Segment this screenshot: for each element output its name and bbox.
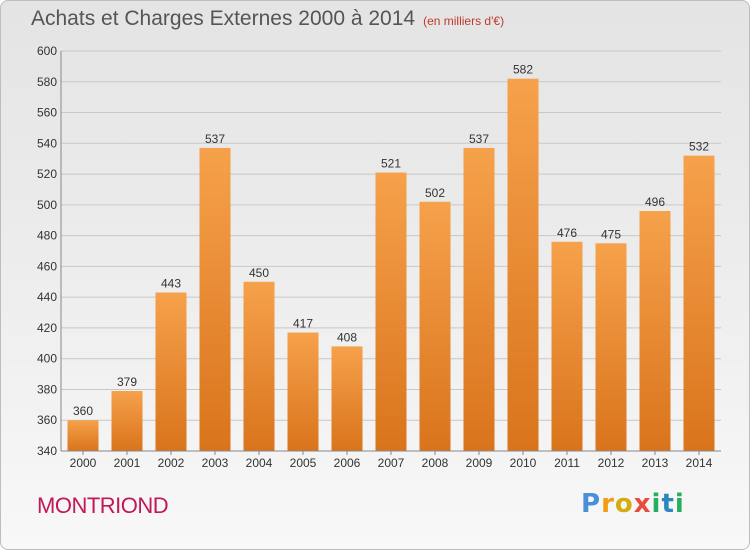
x-tick-label: 2013 bbox=[642, 456, 669, 470]
y-tick-label: 380 bbox=[37, 382, 57, 396]
x-tick-label: 2009 bbox=[466, 456, 493, 470]
x-tick-label: 2014 bbox=[686, 456, 713, 470]
bar-2009 bbox=[463, 147, 495, 451]
bar-2007 bbox=[375, 172, 407, 452]
bar-2005 bbox=[287, 332, 319, 451]
bars bbox=[67, 78, 715, 452]
data-label: 537 bbox=[205, 132, 225, 146]
x-tick-label: 2010 bbox=[510, 456, 537, 470]
data-label: 450 bbox=[249, 266, 269, 280]
y-tick-label: 440 bbox=[37, 290, 57, 304]
axes: 340 360 380 400 420 440 460 480 500 520 540 560 580 6… bbox=[37, 44, 721, 470]
data-label: 443 bbox=[161, 277, 181, 291]
data-label: 475 bbox=[601, 227, 621, 241]
x-tick-label: 2004 bbox=[246, 456, 273, 470]
y-tick-label: 480 bbox=[37, 229, 57, 243]
data-label: 360 bbox=[73, 404, 93, 418]
place-name: MONTRIOND bbox=[37, 493, 169, 518]
bar-2004 bbox=[243, 281, 275, 451]
bar-2014 bbox=[683, 155, 715, 451]
data-label: 521 bbox=[381, 157, 401, 171]
data-label: 476 bbox=[557, 226, 577, 240]
bar-2008 bbox=[419, 201, 451, 451]
y-tick-label: 340 bbox=[37, 444, 57, 458]
y-tick-label: 360 bbox=[37, 413, 57, 427]
x-tick-label: 2002 bbox=[158, 456, 185, 470]
data-label: 408 bbox=[337, 330, 357, 344]
x-tick-label: 2006 bbox=[334, 456, 361, 470]
x-tick-label: 2012 bbox=[598, 456, 625, 470]
data-label: 582 bbox=[513, 63, 533, 77]
bar-2003 bbox=[199, 147, 231, 451]
y-tick-label: 560 bbox=[37, 106, 57, 120]
y-tick-label: 460 bbox=[37, 259, 57, 273]
y-tick-label: 500 bbox=[37, 198, 57, 212]
bar-2001 bbox=[111, 391, 143, 451]
bar-2002 bbox=[155, 292, 187, 451]
chart-header: Achats et Charges Externes 2000 à 2014 (e… bbox=[31, 7, 504, 31]
data-label: 532 bbox=[689, 140, 709, 154]
chart-title: Achats et Charges Externes 2000 à 2014 bbox=[31, 7, 416, 30]
data-label: 417 bbox=[293, 317, 313, 331]
chart-subtitle: (en milliers d'€) bbox=[423, 14, 505, 28]
bar-2006 bbox=[331, 346, 363, 451]
x-tick-label: 2003 bbox=[202, 456, 229, 470]
y-tick-label: 580 bbox=[37, 75, 57, 89]
data-labels: 360 379 443 537 450 417 408 521 502 537 582 476 475 4… bbox=[73, 63, 709, 419]
y-tick-label: 400 bbox=[37, 352, 57, 366]
bar-2011 bbox=[551, 241, 583, 451]
data-label: 502 bbox=[425, 186, 445, 200]
bar-2013 bbox=[639, 211, 671, 451]
bar-2010 bbox=[507, 78, 539, 451]
x-tick-label: 2007 bbox=[378, 456, 405, 470]
data-label: 379 bbox=[117, 375, 137, 389]
proxiti-logo: Proxiti bbox=[581, 489, 685, 519]
x-tick-label: 2001 bbox=[114, 456, 141, 470]
x-tick-label: 2005 bbox=[290, 456, 317, 470]
x-tick-label: 2008 bbox=[422, 456, 449, 470]
data-label: 496 bbox=[645, 195, 665, 209]
y-tick-label: 420 bbox=[37, 321, 57, 335]
x-tick-label: 2000 bbox=[70, 456, 97, 470]
y-tick-label: 540 bbox=[37, 136, 57, 150]
data-label: 537 bbox=[469, 132, 489, 146]
y-tick-label: 600 bbox=[37, 44, 57, 58]
y-tick-label: 520 bbox=[37, 167, 57, 181]
bar-2012 bbox=[595, 243, 627, 451]
x-tick-label: 2011 bbox=[554, 456, 580, 470]
bar-2000 bbox=[67, 420, 99, 451]
